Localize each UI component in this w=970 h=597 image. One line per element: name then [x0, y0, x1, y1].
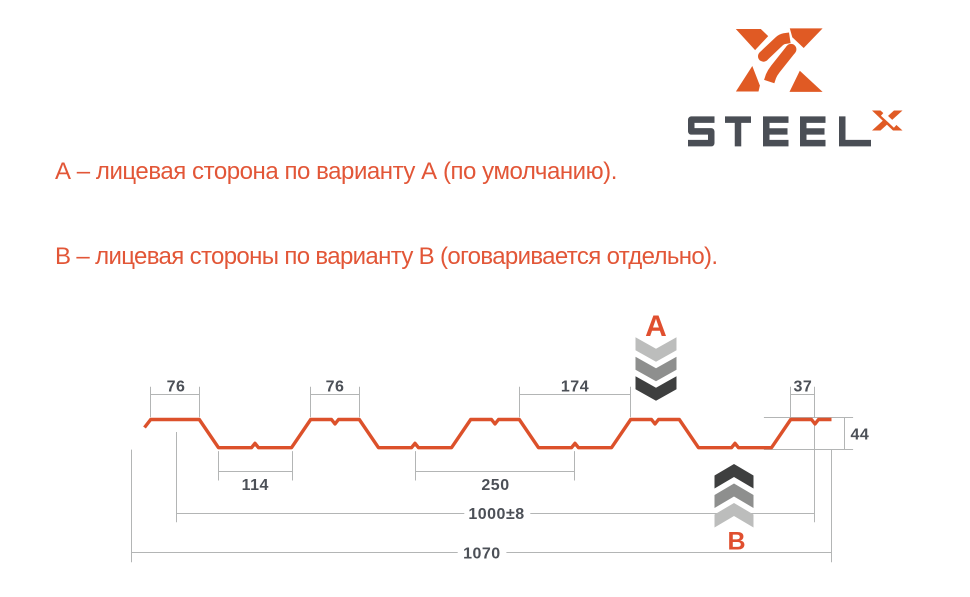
- svg-text:174: 174: [561, 379, 589, 396]
- svg-text:37: 37: [794, 379, 813, 396]
- svg-text:В: В: [727, 528, 745, 556]
- svg-text:44: 44: [851, 426, 870, 443]
- svg-text:А: А: [645, 310, 667, 343]
- svg-text:1000±8: 1000±8: [468, 506, 524, 523]
- svg-text:1070: 1070: [463, 546, 501, 563]
- svg-text:76: 76: [326, 379, 345, 396]
- svg-text:76: 76: [167, 379, 186, 396]
- svg-text:250: 250: [481, 477, 509, 494]
- svg-text:114: 114: [242, 477, 269, 494]
